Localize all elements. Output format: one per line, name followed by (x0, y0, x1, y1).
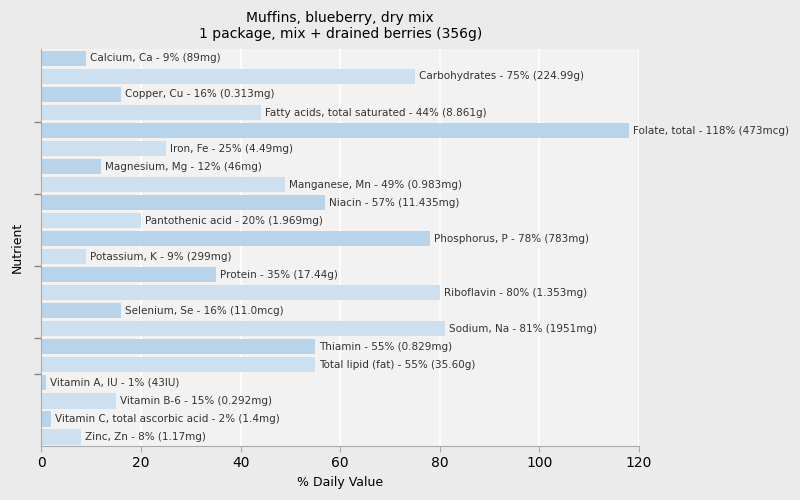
Bar (42, 393, 116, 408)
Bar (42, 105, 261, 120)
Text: Total lipid (fat) - 55% (35.60g): Total lipid (fat) - 55% (35.60g) (319, 360, 476, 370)
Text: Potassium, K - 9% (299mg): Potassium, K - 9% (299mg) (90, 252, 232, 262)
Bar (42, 249, 86, 264)
Text: Phosphorus, P - 78% (783mg): Phosphorus, P - 78% (783mg) (434, 234, 589, 243)
Text: Riboflavin - 80% (1.353mg): Riboflavin - 80% (1.353mg) (444, 288, 587, 298)
Bar (42, 303, 121, 318)
Text: Manganese, Mn - 49% (0.983mg): Manganese, Mn - 49% (0.983mg) (290, 180, 462, 190)
X-axis label: % Daily Value: % Daily Value (298, 476, 383, 489)
Text: Protein - 35% (17.44g): Protein - 35% (17.44g) (220, 270, 338, 280)
Text: Zinc, Zn - 8% (1.17mg): Zinc, Zn - 8% (1.17mg) (86, 432, 206, 442)
Text: Copper, Cu - 16% (0.313mg): Copper, Cu - 16% (0.313mg) (125, 90, 274, 100)
Text: Fatty acids, total saturated - 44% (8.861g): Fatty acids, total saturated - 44% (8.86… (265, 108, 486, 118)
Text: Selenium, Se - 16% (11.0mcg): Selenium, Se - 16% (11.0mcg) (125, 306, 284, 316)
Text: Vitamin C, total ascorbic acid - 2% (1.4mg): Vitamin C, total ascorbic acid - 2% (1.4… (55, 414, 280, 424)
Bar (42, 267, 216, 282)
Bar (42, 195, 326, 210)
Bar (42, 141, 166, 156)
Bar (42, 69, 415, 84)
Text: Calcium, Ca - 9% (89mg): Calcium, Ca - 9% (89mg) (90, 54, 221, 64)
Bar (42, 213, 141, 228)
Bar (42, 411, 51, 426)
Bar (42, 231, 430, 246)
Bar (42, 51, 86, 66)
Text: Folate, total - 118% (473mcg): Folate, total - 118% (473mcg) (633, 126, 789, 136)
Text: Magnesium, Mg - 12% (46mg): Magnesium, Mg - 12% (46mg) (106, 162, 262, 172)
Bar (42, 429, 82, 444)
Text: Vitamin A, IU - 1% (43IU): Vitamin A, IU - 1% (43IU) (50, 378, 180, 388)
Text: Vitamin B-6 - 15% (0.292mg): Vitamin B-6 - 15% (0.292mg) (120, 396, 272, 406)
Bar (42, 321, 445, 336)
Text: Pantothenic acid - 20% (1.969mg): Pantothenic acid - 20% (1.969mg) (145, 216, 323, 226)
Text: Carbohydrates - 75% (224.99g): Carbohydrates - 75% (224.99g) (419, 72, 584, 82)
Text: Iron, Fe - 25% (4.49mg): Iron, Fe - 25% (4.49mg) (170, 144, 293, 154)
Bar (42, 357, 315, 372)
Text: Niacin - 57% (11.435mg): Niacin - 57% (11.435mg) (330, 198, 460, 207)
Bar (42, 177, 286, 192)
Text: Sodium, Na - 81% (1951mg): Sodium, Na - 81% (1951mg) (449, 324, 597, 334)
Bar (42, 285, 440, 300)
Bar (42, 375, 46, 390)
Bar (42, 339, 315, 354)
Y-axis label: Nutrient: Nutrient (11, 222, 24, 274)
Bar (42, 159, 102, 174)
Title: Muffins, blueberry, dry mix
1 package, mix + drained berries (356g): Muffins, blueberry, dry mix 1 package, m… (198, 11, 482, 42)
Bar (42, 87, 121, 102)
Text: Thiamin - 55% (0.829mg): Thiamin - 55% (0.829mg) (319, 342, 453, 352)
Bar (42, 123, 629, 138)
